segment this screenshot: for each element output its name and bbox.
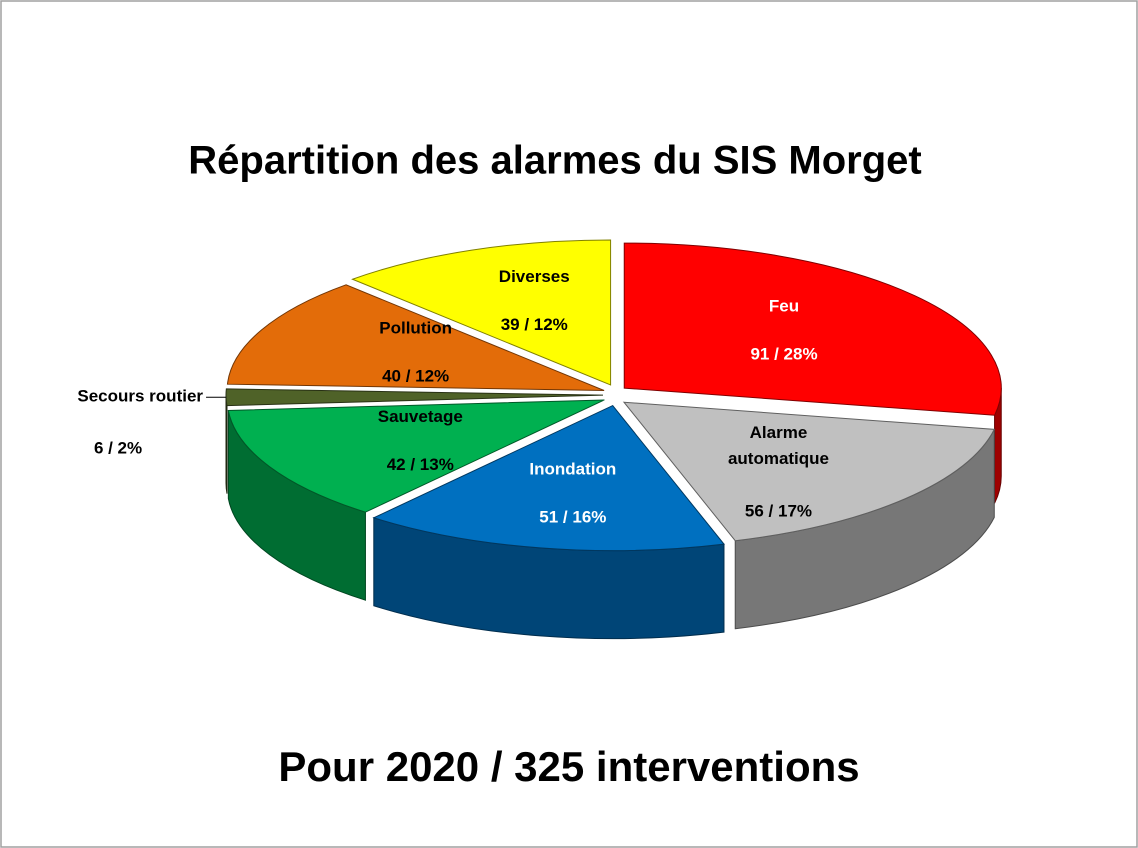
- slice: [226, 284, 605, 391]
- chart-subtitle: Pour 2020 / 325 interventions: [278, 743, 859, 790]
- slice-value-label: 51 / 16%: [539, 507, 606, 526]
- slice-value-label: 56 / 17%: [745, 502, 812, 521]
- slice-value-label: 40 / 12%: [382, 366, 449, 385]
- slice-label: Secours routier: [77, 387, 203, 406]
- slice: [227, 399, 605, 513]
- slice-label: Diverses: [499, 267, 570, 286]
- slice-label: Inondation: [529, 459, 616, 478]
- slice-label: Alarme automatique: [728, 424, 829, 469]
- slice: [372, 404, 725, 552]
- slice-value-label: 39 / 12%: [501, 315, 568, 334]
- slice: [225, 388, 604, 407]
- slice-label: Feu: [769, 296, 799, 315]
- slice-label: Sauvetage: [378, 407, 463, 426]
- slice-value-label: 91 / 28%: [750, 344, 817, 363]
- slice-value-label: 42 / 13%: [387, 455, 454, 474]
- slice: [623, 242, 1002, 416]
- slice: [351, 239, 612, 386]
- slice-value-label: 6 / 2%: [94, 439, 142, 458]
- slice-label: Pollution: [379, 318, 452, 337]
- slice: [622, 401, 996, 542]
- chart-title: Répartition des alarmes du SIS Morget: [188, 139, 922, 183]
- slice-side: [225, 395, 228, 494]
